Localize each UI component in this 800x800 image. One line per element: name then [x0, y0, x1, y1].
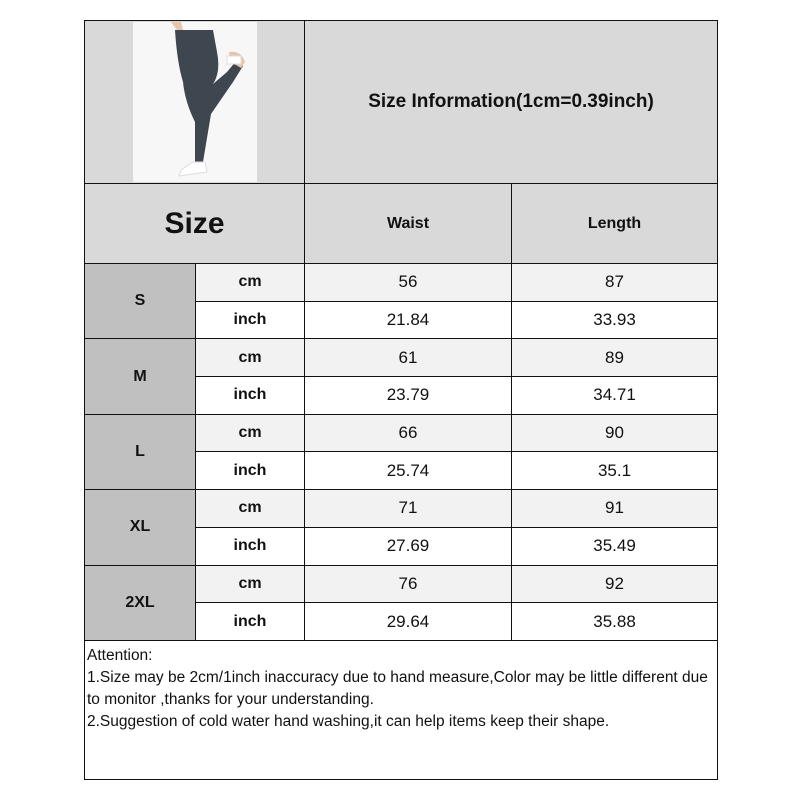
length-cell: 33.93 [510, 300, 719, 340]
table-row: 2XL cm 76 92 [84, 564, 719, 641]
length-cell: 92 [510, 564, 719, 604]
unit-cell: inch [195, 602, 305, 641]
unit-cell: inch [195, 526, 305, 566]
length-cell: 91 [510, 489, 719, 528]
table-row: XL cm 71 91 [84, 489, 719, 566]
size-cell: 2XL [84, 564, 196, 641]
attention-line-2: 2.Suggestion of cold water hand washing,… [87, 712, 610, 730]
attention-note: Attention: 1.Size may be 2cm/1inch inacc… [83, 639, 719, 780]
size-cell: M [84, 338, 196, 415]
table-row: inch 29.64 35.88 [85, 602, 719, 641]
unit-cell: cm [195, 338, 305, 378]
unit-cell: inch [195, 376, 305, 415]
waist-header: Waist [304, 183, 512, 264]
product-image-cell [84, 20, 305, 184]
length-cell: 35.49 [510, 526, 719, 566]
length-cell: 87 [510, 263, 719, 302]
waist-cell: 23.79 [304, 376, 512, 415]
product-image [133, 22, 257, 182]
waist-cell: 71 [304, 489, 512, 528]
unit-cell: inch [195, 300, 305, 340]
length-cell: 89 [510, 338, 719, 378]
page-title: Size Information(1cm=0.39inch) [303, 20, 719, 184]
unit-cell: cm [195, 413, 305, 453]
waist-cell: 56 [304, 263, 512, 302]
attention-line-1: 1.Size may be 2cm/1inch inaccuracy due t… [87, 668, 713, 708]
length-cell: 90 [510, 413, 719, 453]
size-header: Size [84, 183, 305, 264]
waist-cell: 21.84 [304, 300, 512, 340]
table-row: inch 27.69 35.49 [85, 526, 719, 566]
length-header: Length [510, 183, 719, 264]
size-cell: S [84, 262, 196, 340]
length-cell: 34.71 [510, 376, 719, 415]
unit-cell: cm [195, 564, 305, 604]
waist-cell: 29.64 [304, 602, 512, 641]
table-row: inch 21.84 33.93 [85, 300, 719, 340]
length-cell: 35.88 [510, 602, 719, 641]
size-cell: L [84, 413, 196, 491]
size-chart-table: Size Information(1cm=0.39inch) Size Wais… [83, 20, 719, 780]
length-cell: 35.1 [510, 451, 719, 491]
unit-cell: cm [195, 489, 305, 528]
waist-cell: 76 [304, 564, 512, 604]
unit-cell: inch [195, 451, 305, 491]
waist-cell: 27.69 [304, 526, 512, 566]
table-row: inch 23.79 34.71 [85, 376, 719, 415]
waist-cell: 61 [304, 338, 512, 378]
unit-cell: cm [195, 263, 305, 302]
size-cell: XL [84, 489, 196, 566]
waist-cell: 25.74 [304, 451, 512, 491]
attention-heading: Attention: [87, 646, 153, 664]
table-row: inch 25.74 35.1 [85, 451, 719, 491]
waist-cell: 66 [304, 413, 512, 453]
